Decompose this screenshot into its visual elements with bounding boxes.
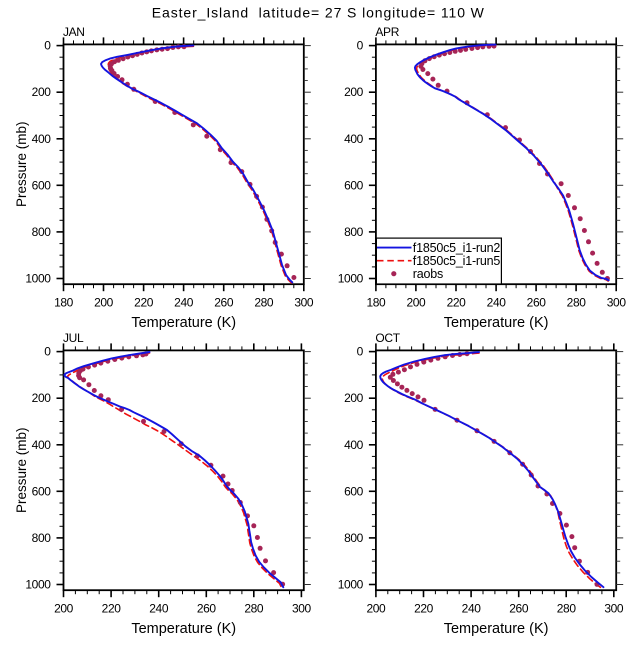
svg-text:280: 280	[557, 602, 577, 616]
svg-text:f1850c5_i1-run2: f1850c5_i1-run2	[413, 241, 501, 255]
svg-text:1000: 1000	[25, 578, 51, 592]
svg-text:1000: 1000	[25, 272, 51, 286]
svg-text:200: 200	[344, 391, 364, 405]
svg-text:260: 260	[527, 296, 547, 310]
svg-text:600: 600	[32, 484, 52, 498]
svg-text:280: 280	[254, 296, 274, 310]
svg-text:300: 300	[292, 602, 312, 616]
svg-text:600: 600	[344, 178, 364, 192]
svg-text:220: 220	[414, 602, 434, 616]
svg-text:200: 200	[54, 602, 74, 616]
svg-text:280: 280	[244, 602, 264, 616]
svg-text:APR: APR	[375, 25, 399, 39]
svg-text:260: 260	[509, 602, 529, 616]
svg-text:280: 280	[567, 296, 587, 310]
svg-text:f1850c5_i1-run5: f1850c5_i1-run5	[413, 254, 501, 268]
svg-text:300: 300	[604, 602, 624, 616]
svg-text:400: 400	[32, 132, 52, 146]
svg-text:800: 800	[344, 225, 364, 239]
svg-text:400: 400	[344, 132, 364, 146]
svg-text:Pressure (mb): Pressure (mb)	[14, 122, 29, 208]
svg-text:240: 240	[149, 602, 169, 616]
svg-text:260: 260	[214, 296, 234, 310]
svg-text:200: 200	[32, 85, 52, 99]
svg-text:400: 400	[32, 438, 52, 452]
svg-text:1000: 1000	[338, 578, 364, 592]
svg-text:Temperature (K): Temperature (K)	[131, 315, 236, 331]
svg-text:Pressure (mb): Pressure (mb)	[14, 428, 29, 514]
svg-text:200: 200	[366, 602, 386, 616]
svg-text:1000: 1000	[338, 272, 364, 286]
svg-text:600: 600	[32, 178, 52, 192]
svg-text:220: 220	[102, 602, 122, 616]
svg-text:220: 220	[447, 296, 467, 310]
svg-text:220: 220	[134, 296, 154, 310]
svg-text:0: 0	[44, 345, 51, 359]
svg-text:300: 300	[607, 296, 627, 310]
svg-text:800: 800	[32, 531, 52, 545]
svg-text:300: 300	[294, 296, 314, 310]
svg-text:raobs: raobs	[413, 267, 443, 281]
svg-text:Temperature (K): Temperature (K)	[444, 621, 549, 637]
svg-text:800: 800	[32, 225, 52, 239]
svg-text:240: 240	[487, 296, 507, 310]
svg-text:260: 260	[197, 602, 217, 616]
svg-text:180: 180	[366, 296, 386, 310]
svg-text:Temperature (K): Temperature (K)	[131, 621, 236, 637]
svg-text:200: 200	[94, 296, 114, 310]
svg-text:0: 0	[357, 39, 364, 53]
svg-text:240: 240	[462, 602, 482, 616]
svg-text:200: 200	[344, 85, 364, 99]
svg-text:200: 200	[32, 391, 52, 405]
svg-text:800: 800	[344, 531, 364, 545]
svg-text:0: 0	[357, 345, 364, 359]
svg-text:Temperature (K): Temperature (K)	[444, 315, 549, 331]
svg-text:240: 240	[174, 296, 194, 310]
svg-text:JAN: JAN	[63, 25, 85, 39]
svg-text:JUL: JUL	[63, 331, 84, 345]
svg-text:0: 0	[44, 39, 51, 53]
svg-text:400: 400	[344, 438, 364, 452]
svg-text:180: 180	[54, 296, 74, 310]
svg-text:Easter_Island latitude= 27 S: Easter_Island latitude= 27 S longitude= …	[152, 5, 485, 21]
svg-text:600: 600	[344, 484, 364, 498]
svg-text:OCT: OCT	[375, 331, 400, 345]
svg-text:200: 200	[406, 296, 426, 310]
